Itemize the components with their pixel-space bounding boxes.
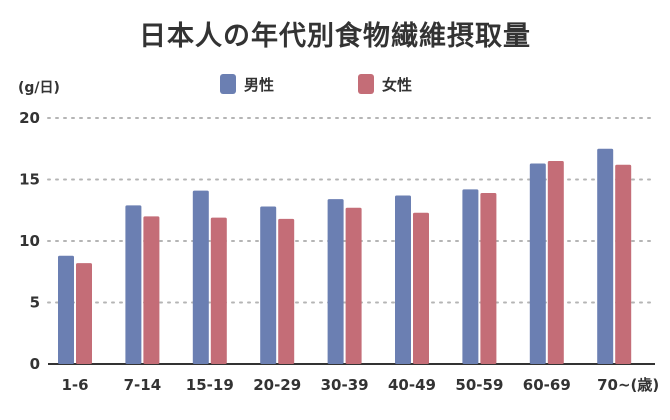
bar-female (345, 207, 362, 364)
y-tick-label: 0 (30, 355, 40, 373)
bar-male (125, 205, 142, 364)
bar-male (327, 199, 344, 364)
legend-swatch (358, 74, 374, 94)
x-tick-label: 1-6 (61, 376, 88, 394)
bar-female (547, 161, 564, 364)
bar-male (192, 190, 209, 364)
x-tick-label: 70~(歳) (597, 376, 659, 394)
y-tick-label: 5 (30, 294, 40, 312)
tick-labels: (g/日) 0 5 10 15 20 1-6 7-14 15-19 20-29 30-39 40-49… (18, 80, 659, 394)
y-tick-label: 15 (19, 171, 40, 189)
bar-female (413, 212, 429, 364)
bar-female (278, 218, 295, 364)
legend-label: 女性 (382, 76, 412, 94)
legend: 男性 女性 (220, 74, 412, 94)
x-tick-label: 50-59 (455, 376, 503, 394)
bar-male (462, 189, 479, 364)
bar-female (210, 217, 227, 364)
bar-female (143, 216, 160, 364)
bar-male (597, 148, 614, 364)
bar-female (615, 164, 632, 364)
x-tick-label: 15-19 (186, 376, 234, 394)
x-tick-label: 7-14 (124, 376, 162, 394)
bar-female (76, 263, 92, 364)
legend-swatch (220, 74, 236, 94)
bar-male (529, 163, 546, 364)
x-tick-label: 40-49 (388, 376, 436, 394)
y-tick-label: 20 (19, 109, 40, 127)
legend-label: 男性 (244, 76, 274, 94)
y-axis-unit: (g/日) (18, 80, 60, 96)
bar-female (480, 193, 497, 364)
y-tick-label: 10 (19, 232, 40, 250)
bar-male (395, 195, 411, 364)
x-tick-label: 20-29 (253, 376, 301, 394)
bar-male (260, 206, 277, 364)
x-tick-label: 30-39 (321, 376, 369, 394)
bar-male (58, 255, 74, 364)
bars (58, 148, 632, 364)
chart-title: 日本人の年代別食物繊維摂取量 (139, 21, 531, 52)
x-tick-label: 60-69 (523, 376, 571, 394)
